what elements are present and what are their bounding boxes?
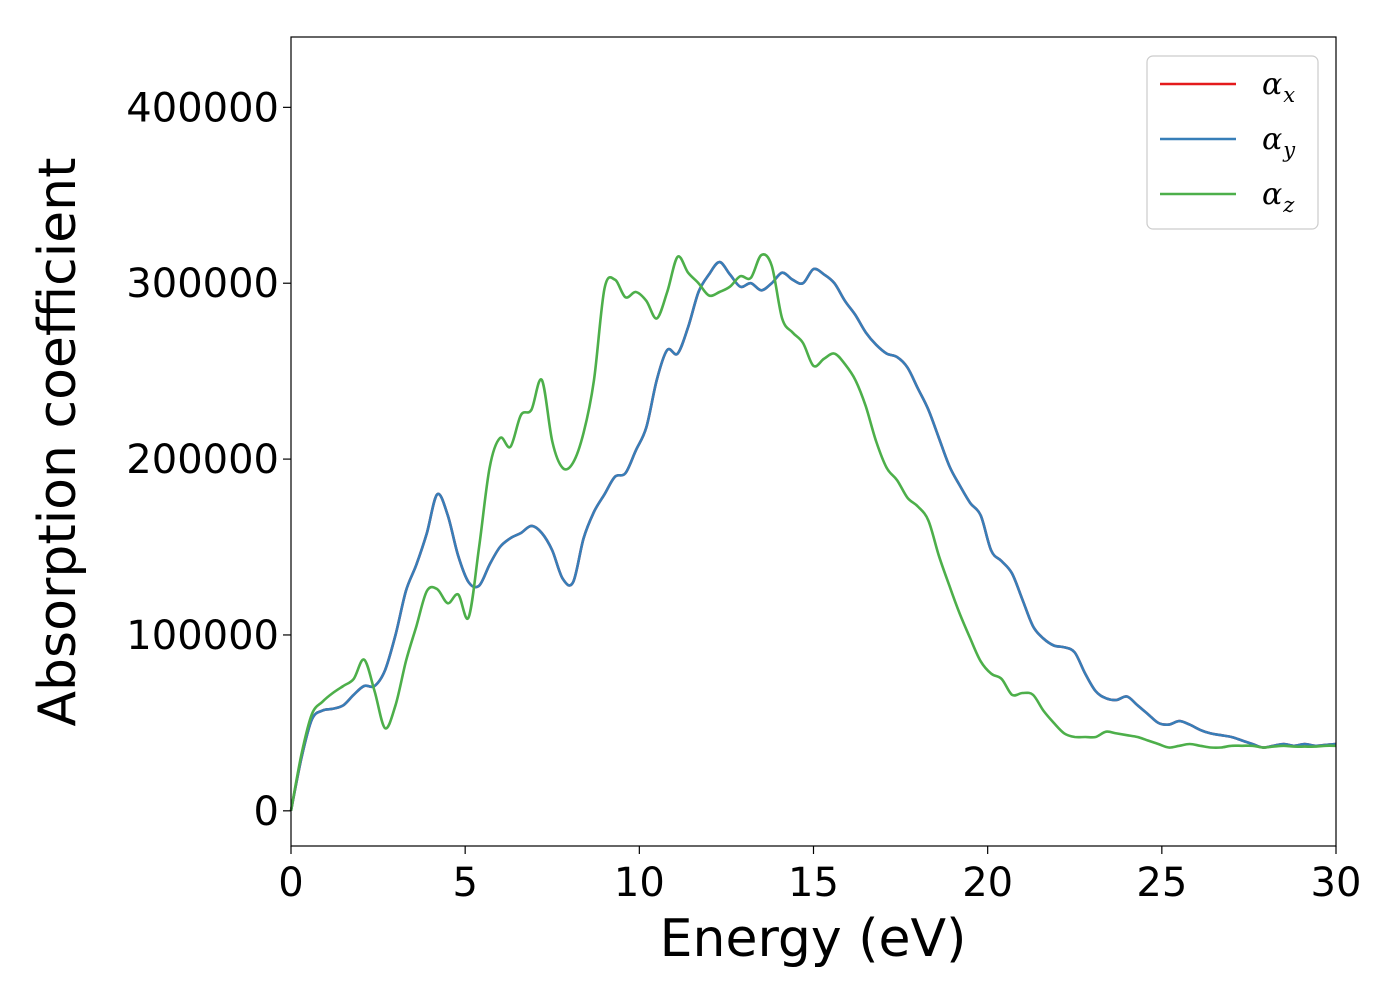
legend-subscript: z [1282,193,1295,217]
y-tick-label: 300000 [126,261,279,307]
y-axis-title: Absorption coefficient [28,157,88,726]
x-tick-label: 25 [1136,860,1187,906]
x-axis-title: Energy (eV) [660,909,967,969]
series-line-z [289,253,1337,812]
x-axis-ticks: 0 5 10 15 20 25 30 [278,846,1361,906]
series-line-y [289,260,1337,812]
y-tick-label: 100000 [126,613,279,659]
y-axis-ticks: 0 100000 200000 300000 400000 [126,85,291,835]
y-tick-label: 0 [254,789,279,835]
x-tick-label: 0 [278,860,303,906]
x-tick-label: 30 [1311,860,1362,906]
x-tick-label: 15 [788,860,839,906]
x-tick-label: 5 [452,860,477,906]
x-tick-label: 20 [962,860,1013,906]
y-tick-label: 400000 [126,85,279,131]
legend-subscript: y [1282,138,1296,162]
series-layer [289,253,1337,812]
legend-box [1146,55,1319,230]
y-tick-label: 200000 [126,437,279,483]
x-tick-label: 10 [614,860,665,906]
legend-subscript: x [1283,83,1295,107]
